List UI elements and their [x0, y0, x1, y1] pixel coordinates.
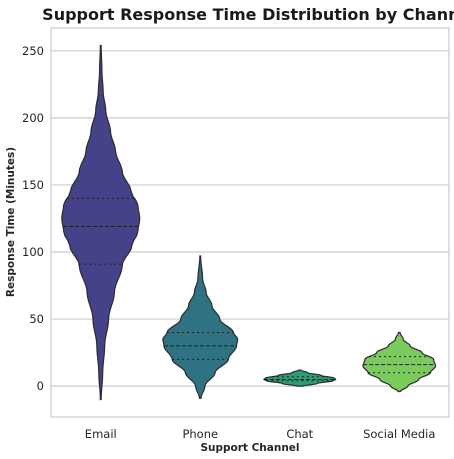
x-tick-label: Phone [182, 427, 218, 441]
x-tick-labels: Email Phone Chat Social Media [85, 427, 436, 441]
x-tick-label: Chat [286, 427, 313, 441]
y-tick-label: 150 [22, 178, 44, 192]
violin-phone [162, 255, 239, 399]
y-tick-label: 0 [37, 379, 44, 393]
violin-social-media [362, 331, 437, 393]
y-tick-label: 100 [22, 245, 44, 259]
y-tick-label: 250 [22, 44, 44, 58]
x-tick-label: Social Media [363, 427, 435, 441]
y-tick-label: 50 [29, 312, 44, 326]
violin-email [61, 44, 141, 401]
y-tick-labels: 0 50 100 150 200 250 [22, 44, 44, 393]
violin-chat [263, 369, 337, 387]
violins [61, 44, 437, 401]
y-tick-label: 200 [22, 111, 44, 125]
y-axis-label: Response Time (Minutes) [5, 147, 17, 297]
x-tick-label: Email [85, 427, 117, 441]
x-axis-label: Support Channel [200, 442, 299, 454]
plot-frame [50, 27, 450, 418]
chart-title: Support Response Time Distribution by Ch… [42, 5, 454, 24]
